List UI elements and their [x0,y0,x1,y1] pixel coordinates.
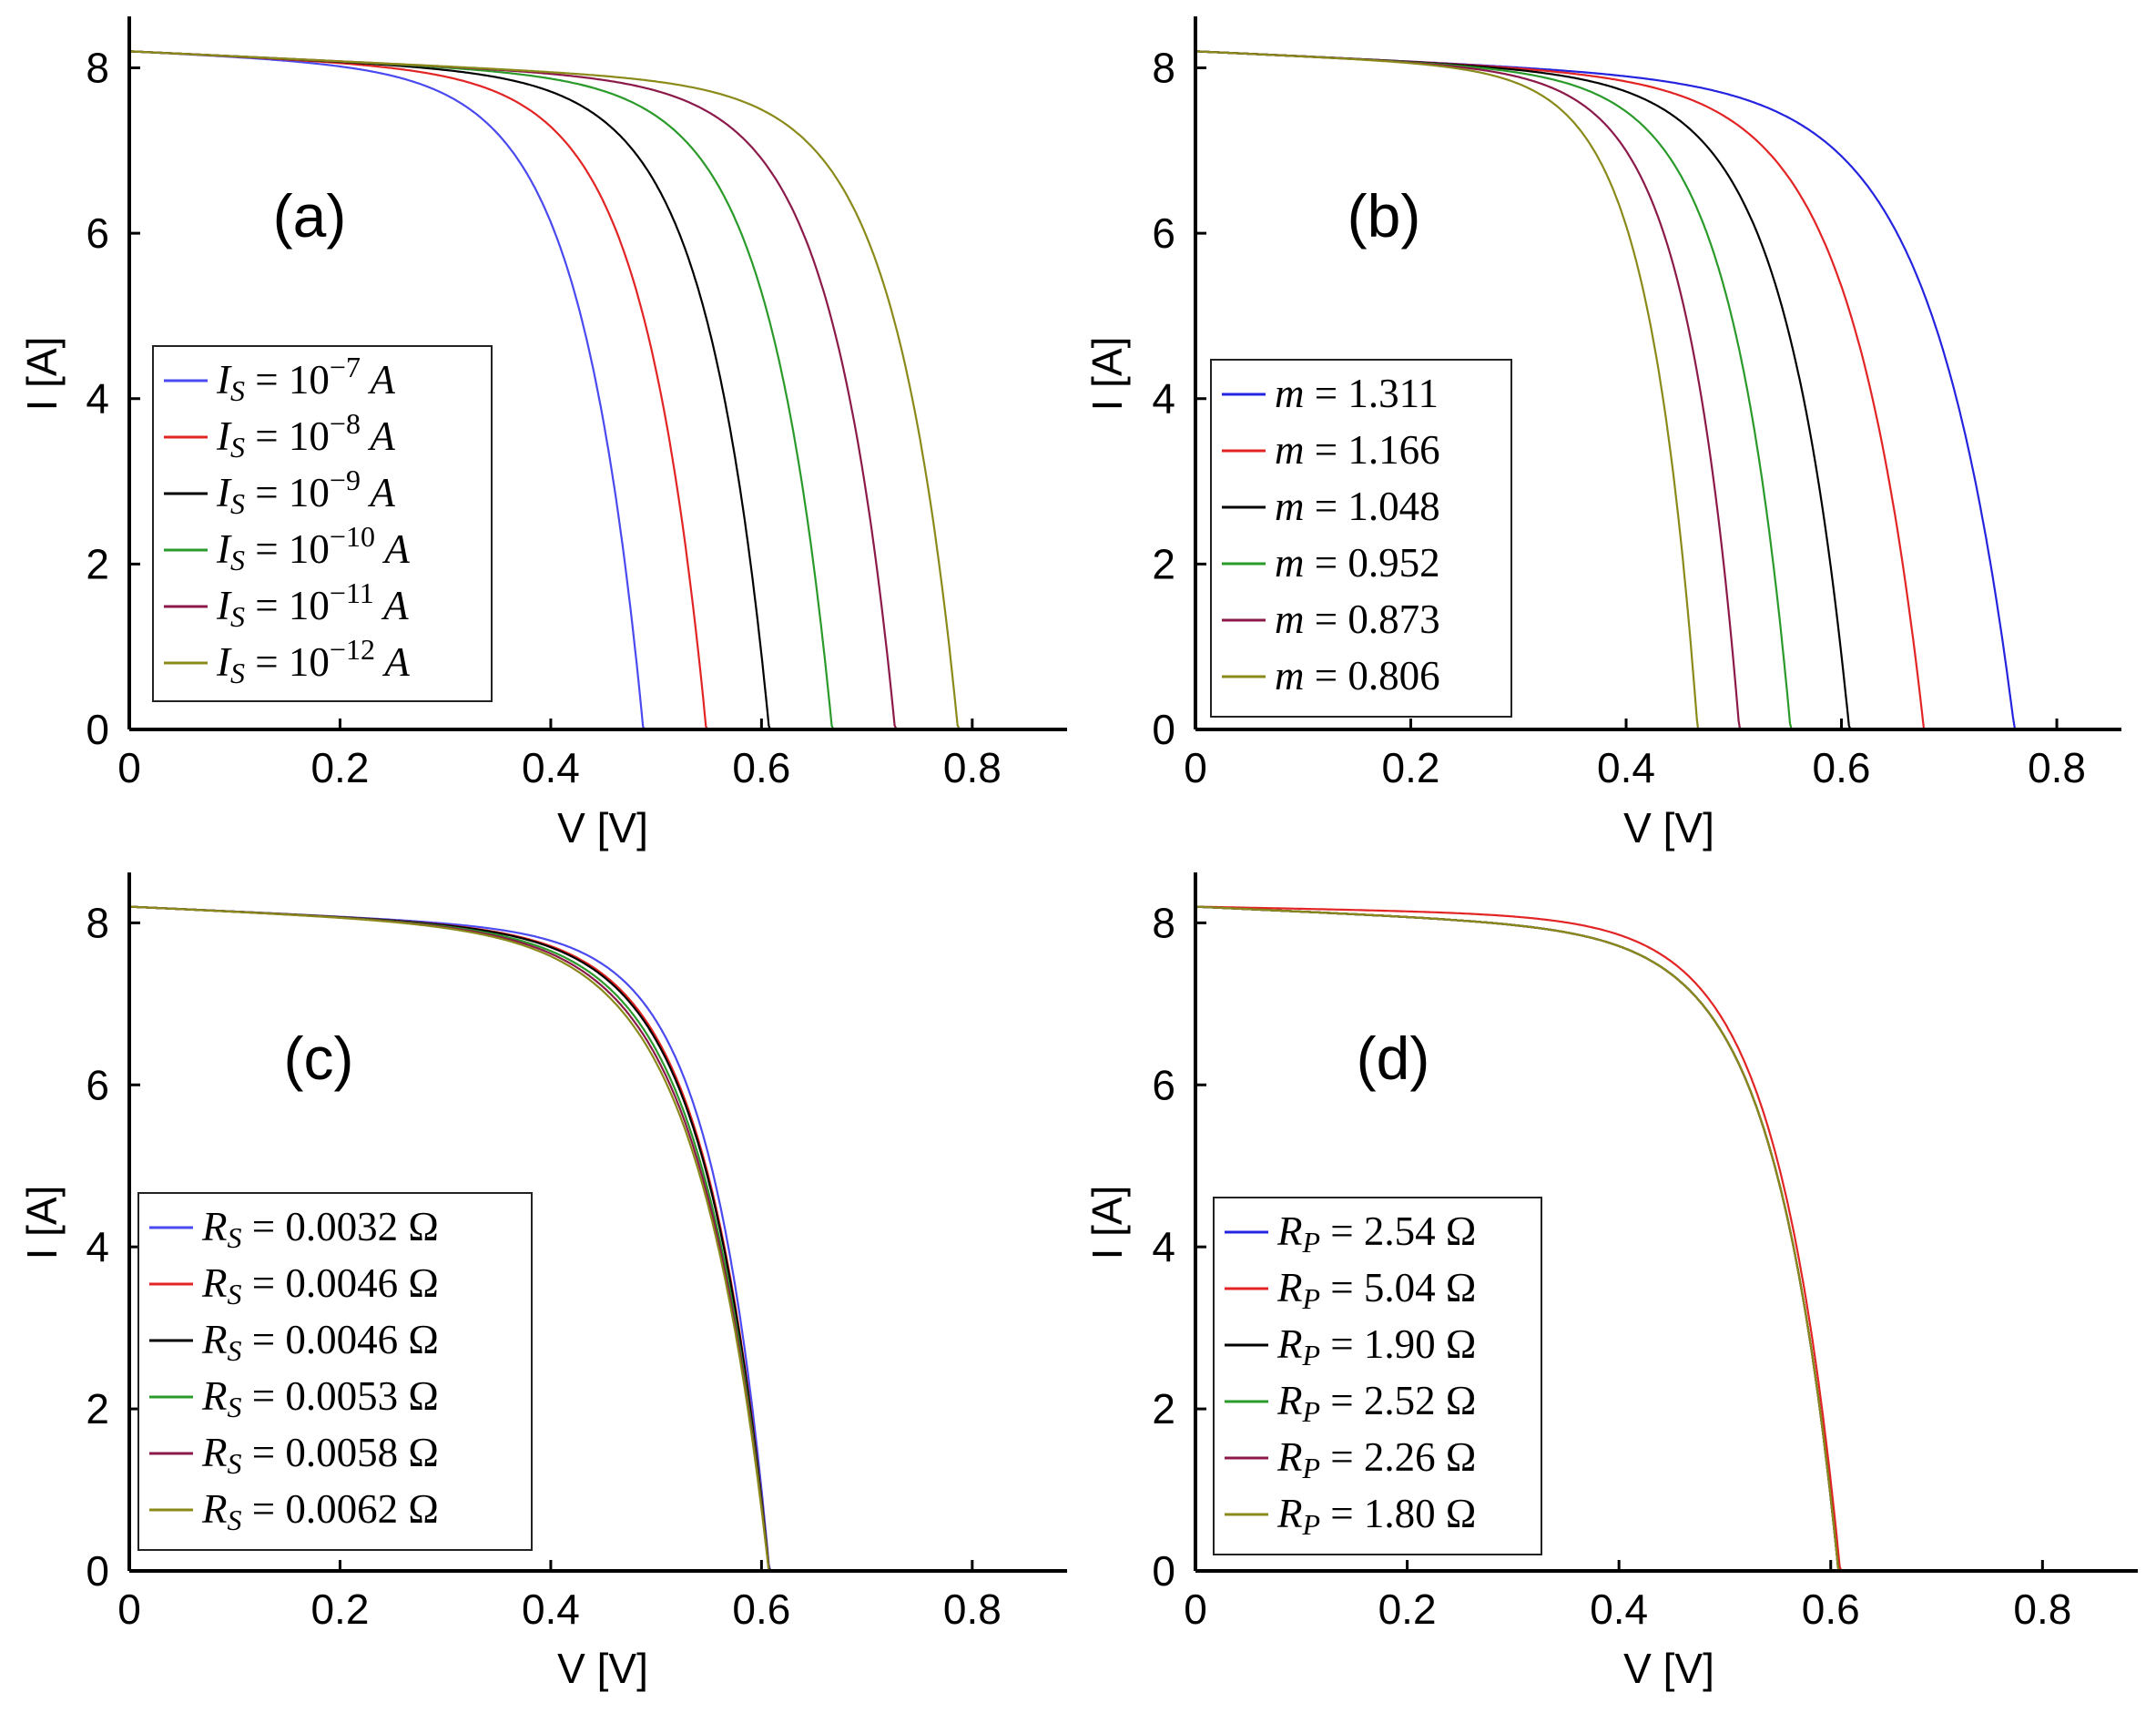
legend-entry-label: m = 0.806 [1275,653,1440,698]
legend-frame [1213,1197,1542,1555]
legend: RS = 0.0032 Ω RS = 0.0046 Ω RS = 0.0046 Ω R… [137,1192,533,1551]
panel-label: (a) [273,182,347,250]
y-tick-label: 8 [86,44,109,91]
legend-frame [137,1192,533,1551]
series-line [1195,50,1700,731]
x-tick-label: 0.8 [2028,744,2086,791]
series-line [128,50,962,731]
legend-entry-label: IS = 10−7 A [216,351,395,407]
legend-entry-label: RP = 2.26 Ω [1276,1434,1476,1484]
y-tick-label: 6 [1152,209,1175,257]
panel-label: (d) [1357,1025,1430,1092]
y-tick-label: 4 [1152,375,1175,423]
y-tick-label: 6 [1152,1061,1175,1108]
x-tick-label: 0.8 [2013,1585,2071,1633]
x-tick-label: 0 [1184,744,1207,791]
legend-entry-label: m = 1.166 [1275,427,1440,473]
y-axis-title: I [A] [18,337,66,412]
y-tick-label: 2 [86,540,109,587]
series-line [1195,905,1842,1573]
legend-entry-label: IS = 10−9 A [216,464,395,520]
y-tick-label: 8 [1152,44,1175,91]
x-tick-label: 0.2 [310,744,369,791]
y-axis-title: I [A] [1083,1186,1131,1260]
x-tick-label: 0.8 [943,1585,1002,1633]
legend-entry-label: RS = 0.0053 Ω [201,1373,439,1423]
x-tick-label: 0.6 [732,744,790,791]
series-line [128,905,772,1573]
y-tick-label: 0 [86,706,109,753]
x-tick-label: 0.6 [1802,1585,1860,1633]
legend-entry-label: m = 1.311 [1275,371,1439,416]
legend-entry-label: RP = 2.52 Ω [1276,1378,1476,1428]
legend: RP = 2.54 Ω RP = 5.04 Ω RP = 1.90 Ω RP = 2.… [1213,1197,1542,1555]
legend: m = 1.311 m = 1.166 m = 1.048 m = 0.952 m = … [1210,359,1512,718]
legend-entry-label: RS = 0.0058 Ω [201,1430,439,1480]
legend: IS = 10−7 AIS = 10−8 AIS = 10−9 AIS = 10… [152,345,493,702]
legend-entry-label: RP = 2.54 Ω [1276,1208,1476,1259]
series-line [1195,905,1843,1572]
y-tick-label: 0 [1152,1547,1175,1595]
x-tick-label: 0.6 [732,1585,790,1633]
x-tick-label: 0.4 [1597,744,1655,791]
legend-entry-label: RS = 0.0046 Ω [201,1317,439,1367]
legend-entry-label: IS = 10−11 A [216,576,409,633]
x-tick-label: 0.4 [522,744,580,791]
panel-label: (c) [284,1025,354,1092]
chart-panel-d: 0 0.2 0.4 0.6 0.8 0 2 4 6 8 V [V] I [A] (d) RP = 2.54… [1083,872,2138,1692]
x-tick-label: 0.4 [1590,1585,1648,1633]
legend-entry-label: IS = 10−10 A [216,520,410,576]
x-tick-label: 0.8 [943,744,1002,791]
x-tick-label: 0.6 [1813,744,1871,791]
legend-entry-label: RP = 1.80 Ω [1276,1491,1476,1541]
chart-panel-a: 0 0.2 0.4 0.6 0.8 0 2 4 6 8 V [V] I [A] (a) IS = 10−7… [18,16,1067,851]
x-tick-label: 0 [117,744,141,791]
legend-entry-label: m = 0.873 [1275,596,1440,642]
legend-frame [1210,359,1512,718]
x-axis-title: V [V] [557,1645,648,1692]
y-tick-label: 2 [1152,540,1175,587]
x-tick-label: 0.4 [522,1585,580,1633]
y-tick-label: 6 [86,1061,109,1108]
x-tick-label: 0 [1184,1585,1207,1633]
y-tick-label: 2 [1152,1385,1175,1432]
x-axis-title: V [V] [1623,804,1714,851]
legend-entry-label: RP = 1.90 Ω [1276,1321,1476,1371]
legend-entry-label: RS = 0.0062 Ω [201,1486,439,1536]
y-tick-label: 0 [1152,706,1175,753]
x-axis-title: V [V] [1623,1645,1714,1692]
y-tick-label: 2 [86,1385,109,1432]
legend-entry-label: m = 0.952 [1275,540,1440,586]
x-tick-label: 0.2 [1378,1585,1437,1633]
y-tick-label: 4 [86,1223,109,1270]
legend-entry-label: RS = 0.0032 Ω [201,1204,439,1254]
x-tick-label: 0.2 [310,1585,369,1633]
legend-entry-label: RP = 5.04 Ω [1276,1265,1476,1315]
y-tick-label: 8 [1152,899,1175,946]
chart-panel-b: 0 0.2 0.4 0.6 0.8 0 2 4 6 8 V [V] I [A] (b) m = 1.311… [1083,16,2121,851]
legend-frame [152,345,493,702]
legend-entry-label: IS = 10−8 A [216,407,395,464]
y-tick-label: 0 [86,1547,109,1595]
y-tick-label: 4 [86,375,109,423]
y-tick-label: 8 [86,899,109,946]
x-tick-label: 0.2 [1382,744,1440,791]
chart-panel-c: 0 0.2 0.4 0.6 0.8 0 2 4 6 8 V [V] I [A] (c) RS = 0.00… [18,872,1067,1692]
panel-label: (b) [1348,182,1421,250]
x-axis-title: V [V] [557,804,648,851]
legend-entry-label: m = 1.048 [1275,484,1440,529]
y-tick-label: 6 [86,209,109,257]
y-tick-label: 4 [1152,1223,1175,1270]
y-axis-title: I [A] [18,1186,66,1260]
x-tick-label: 0 [117,1585,141,1633]
legend-entry-label: IS = 10−12 A [216,633,410,689]
y-axis-title: I [A] [1083,337,1131,412]
legend-entry-label: RS = 0.0046 Ω [201,1260,439,1310]
